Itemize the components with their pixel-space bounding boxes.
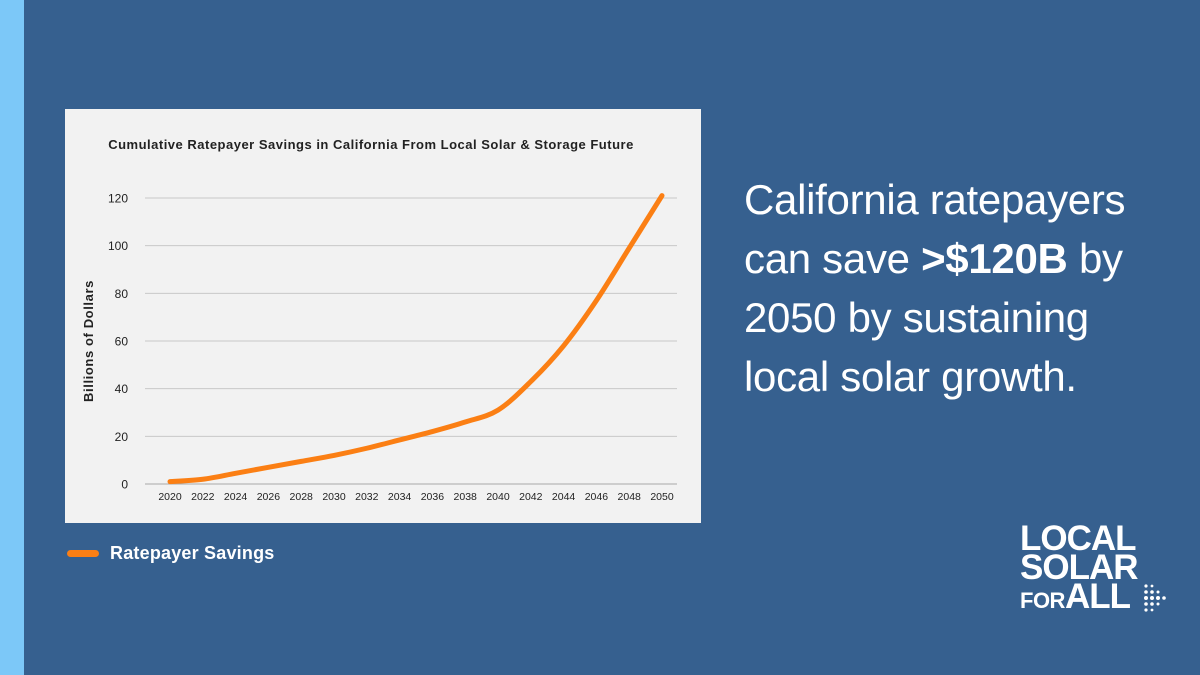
headline: California ratepayers can save >$120B by… xyxy=(744,170,1174,406)
chart-legend: Ratepayer Savings xyxy=(67,543,274,564)
logo-line-1: LOCAL xyxy=(1020,519,1137,558)
x-tick-label: 2034 xyxy=(388,491,412,503)
x-tick-label: 2042 xyxy=(519,491,543,503)
x-tick-label: 2050 xyxy=(650,491,674,503)
accent-stripe xyxy=(0,0,24,675)
legend-swatch xyxy=(67,550,99,557)
logo-arrow-icon xyxy=(1144,584,1166,612)
y-tick-label: 60 xyxy=(115,335,129,349)
y-tick-label: 40 xyxy=(115,382,129,396)
x-tick-labels: 2020 2022 2024 2026 2028 2030 2032 2034 2036 2038… xyxy=(158,491,674,503)
y-axis-label: Billions of Dollars xyxy=(81,280,96,402)
logo-line-2: SOLAR xyxy=(1020,548,1139,587)
headline-part2: by 2050 by sustaining local solar growth… xyxy=(744,235,1123,400)
x-tick-label: 2048 xyxy=(618,491,642,503)
series-line-ratepayer-savings xyxy=(167,193,665,485)
y-tick-label: 20 xyxy=(115,430,129,444)
x-tick-label: 2040 xyxy=(486,491,510,503)
x-tick-label: 2020 xyxy=(158,491,182,503)
x-tick-label: 2030 xyxy=(322,491,346,503)
local-solar-for-all-logo: LOCAL SOLAR FORALL xyxy=(1020,519,1170,615)
y-tick-label: 120 xyxy=(108,192,128,206)
x-tick-label: 2036 xyxy=(421,491,445,503)
x-tick-label: 2026 xyxy=(257,491,281,503)
x-tick-label: 2044 xyxy=(552,491,576,503)
x-tick-label: 2022 xyxy=(191,491,215,503)
legend-label: Ratepayer Savings xyxy=(110,543,275,563)
grid-lines xyxy=(145,197,677,485)
x-tick-label: 2032 xyxy=(355,491,379,503)
y-tick-label: 100 xyxy=(108,239,128,253)
x-tick-label: 2038 xyxy=(454,491,478,503)
series-layer xyxy=(167,193,665,485)
logo-all: ALL xyxy=(1064,577,1131,616)
x-tick-label: 2046 xyxy=(585,491,609,503)
y-tick-label: 0 xyxy=(121,478,128,492)
x-tick-label: 2024 xyxy=(224,491,248,503)
y-tick-label: 80 xyxy=(115,287,129,301)
headline-part1: California ratepayers can save xyxy=(744,176,1126,282)
logo-line-3: FORALL xyxy=(1020,579,1170,615)
y-tick-labels: 0 20 40 60 80 100 120 xyxy=(108,192,128,492)
savings-line-chart: Cumulative Ratepayer Savings in Californ… xyxy=(81,137,677,503)
x-tick-label: 2028 xyxy=(290,491,314,503)
chart-card: Cumulative Ratepayer Savings in Californ… xyxy=(65,109,701,523)
headline-highlight: >$120B xyxy=(921,235,1068,282)
chart-title: Cumulative Ratepayer Savings in Californ… xyxy=(108,137,634,152)
logo-for: FOR xyxy=(1020,588,1065,613)
